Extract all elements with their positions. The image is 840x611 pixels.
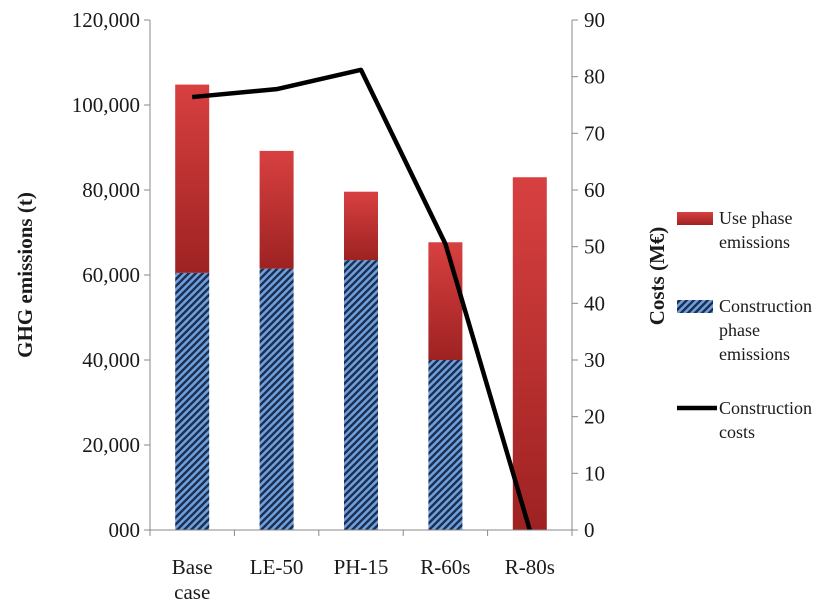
y-axis-left-ticks: 000 20,000 40,000 60,000 80,000 100,000 120,00… — [72, 8, 150, 542]
bar-use-phase — [512, 177, 547, 530]
cost-line — [191, 67, 532, 531]
bar-construction-phase — [259, 268, 294, 530]
axes — [149, 20, 573, 536]
y-axis-right-ticks: 0 10 20 30 40 50 60 70 80 90 — [572, 8, 605, 542]
bar-construction-phase — [344, 260, 378, 530]
x-tick-label: R-80s — [505, 555, 555, 579]
legend-label: Use phase — [719, 208, 792, 228]
legend-label: phase — [719, 320, 760, 340]
y-tick-label: 40,000 — [82, 348, 140, 372]
y2-tick-label: 20 — [584, 405, 605, 429]
x-tick-label: R-60s — [420, 555, 470, 579]
y-tick-label: 80,000 — [82, 178, 140, 202]
y2-tick-label: 60 — [584, 178, 605, 202]
x-tick-label: PH-15 — [334, 555, 389, 579]
y2-tick-label: 80 — [584, 65, 605, 89]
bar-use-phase — [175, 84, 210, 273]
bar-use-phase — [344, 191, 378, 261]
x-tick-label: LE-50 — [250, 555, 304, 579]
y-tick-label: 60,000 — [82, 263, 140, 287]
legend-label: emissions — [719, 232, 790, 252]
line-construction-costs — [191, 67, 532, 531]
legend-label: emissions — [719, 344, 790, 364]
y-tick-label: 120,000 — [72, 8, 140, 32]
x-tick-label: case — [174, 580, 210, 604]
x-tick-label: Base — [172, 555, 213, 579]
y2-tick-label: 90 — [584, 8, 605, 32]
legend-swatch-use-phase — [677, 212, 713, 225]
legend: Use phase emissions Construction phase emiss… — [677, 208, 812, 442]
y-axis-left-title: GHG emissions (t) — [13, 192, 37, 358]
bar-use-phase — [259, 150, 294, 269]
y2-tick-label: 0 — [584, 518, 595, 542]
y2-tick-label: 50 — [584, 235, 605, 259]
legend-swatch-construction-phase — [677, 300, 713, 313]
bars — [175, 84, 547, 530]
bar-use-phase — [428, 242, 463, 360]
bar-construction-phase — [175, 272, 210, 530]
y-tick-label: 20,000 — [82, 433, 140, 457]
y2-tick-label: 40 — [584, 291, 605, 315]
legend-label: Construction — [719, 398, 812, 418]
bar-construction-phase — [428, 360, 463, 530]
y-axis-right-title: Costs (M€) — [645, 227, 669, 326]
y2-tick-label: 70 — [584, 121, 605, 145]
legend-label: costs — [719, 422, 755, 442]
legend-label: Construction — [719, 296, 812, 316]
y2-tick-label: 30 — [584, 348, 605, 372]
y-tick-label: 000 — [109, 518, 141, 542]
y2-tick-label: 10 — [584, 461, 605, 485]
y-tick-label: 100,000 — [72, 93, 140, 117]
